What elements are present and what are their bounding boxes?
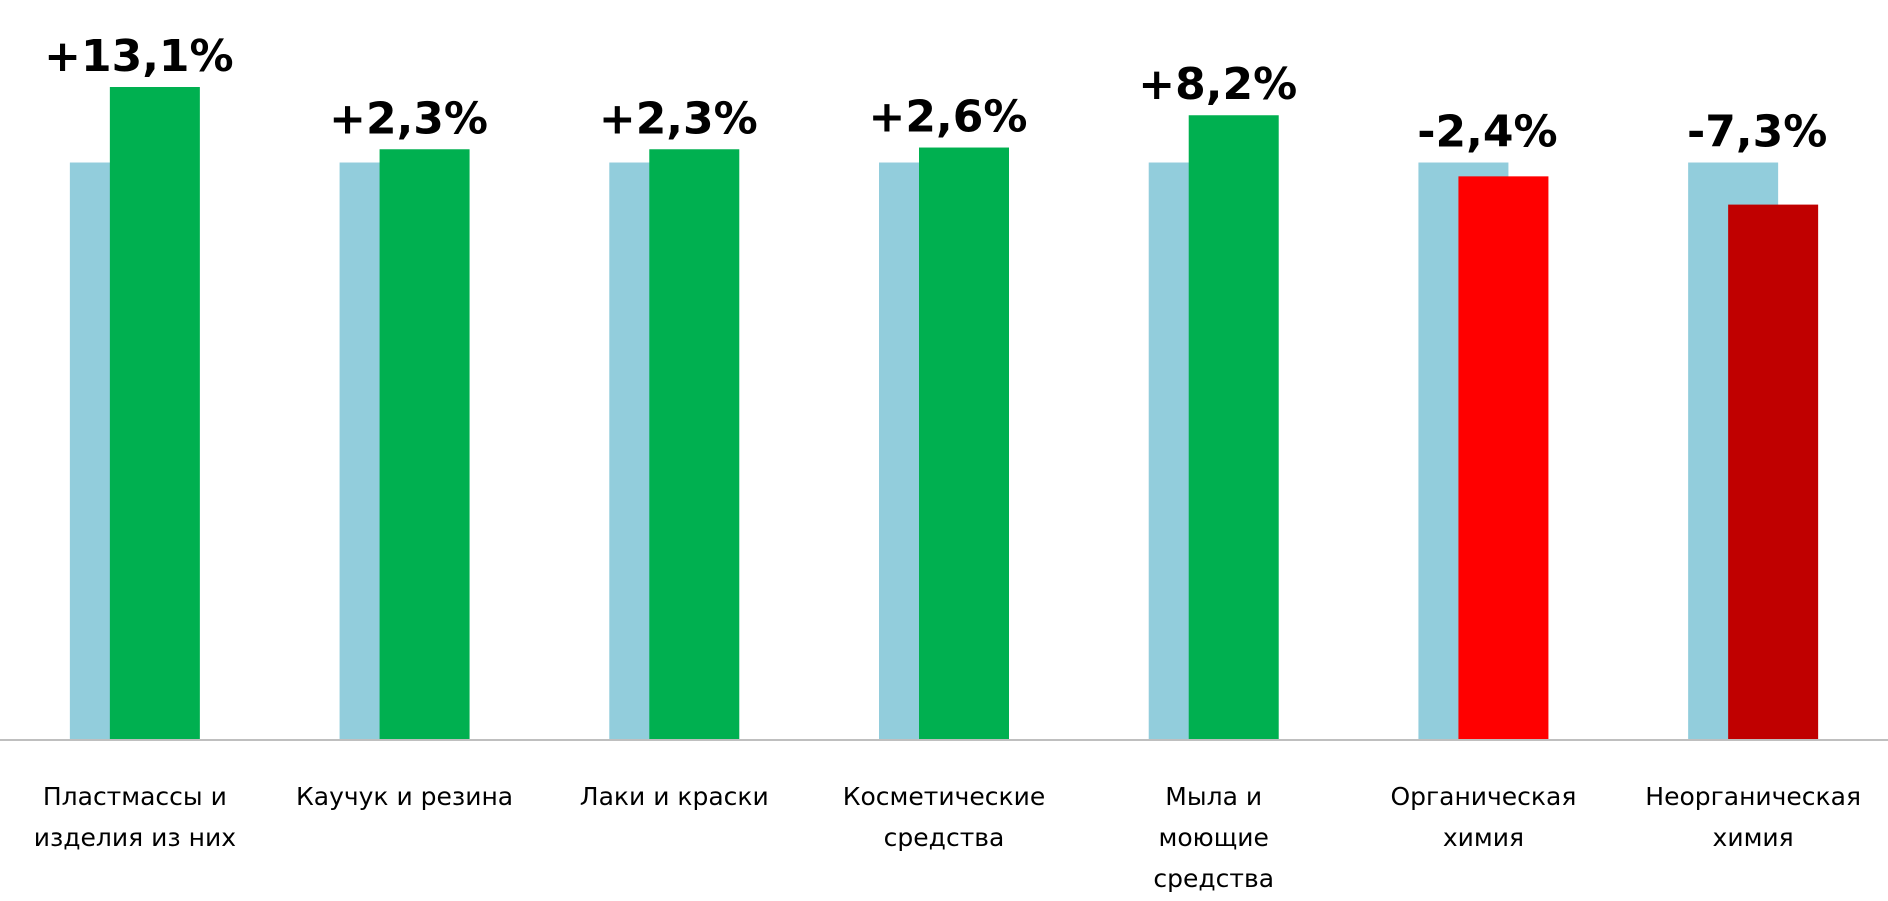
change-bar — [379, 149, 470, 739]
change-bar — [1188, 115, 1279, 740]
data-label: -2,4% — [1417, 107, 1557, 158]
category-label: Каучук и резина — [296, 782, 513, 811]
data-label: +2,3% — [599, 93, 758, 144]
data-label: +8,2% — [1138, 59, 1297, 110]
category-label-line: химия — [1713, 823, 1794, 852]
category-label: Органическая химия — [1390, 782, 1576, 852]
change-bar — [1728, 204, 1819, 740]
category-label: Неорганическая химия — [1645, 782, 1861, 852]
category-label-line: Каучук и резина — [296, 782, 513, 811]
category-label: Косметические средства — [843, 782, 1045, 852]
category-label-line: Лаки и краски — [580, 782, 769, 811]
category-label: Лаки и краски — [580, 782, 769, 811]
category-label: Мыла и моющие средства — [1153, 782, 1274, 893]
data-labels: +13,1% +2,3% +2,3% +2,6% +8,2% -2,4% -7,3% — [44, 31, 1827, 158]
category-label-line: химия — [1443, 823, 1524, 852]
category-label-line: средства — [1153, 864, 1274, 893]
category-label-line: моющие — [1159, 823, 1269, 852]
data-label: +2,3% — [329, 93, 488, 144]
category-label-line: Пластмассы и — [43, 782, 227, 811]
data-label: +13,1% — [44, 31, 234, 82]
change-bars — [109, 87, 1819, 740]
category-label-line: изделия из них — [34, 823, 236, 852]
change-bar — [109, 87, 200, 739]
change-bar — [1458, 176, 1549, 739]
category-label-line: Косметические — [843, 782, 1045, 811]
change-bar — [919, 147, 1009, 739]
data-label: +2,6% — [869, 92, 1028, 143]
category-label-line: Органическая — [1390, 782, 1576, 811]
category-labels: Пластмассы и изделия из них Каучук и резин… — [34, 782, 1861, 893]
category-label: Пластмассы и изделия из них — [34, 782, 236, 852]
change-bar — [649, 149, 740, 739]
category-label-line: средства — [884, 823, 1005, 852]
category-label-line: Неорганическая — [1645, 782, 1861, 811]
data-label: -7,3% — [1687, 107, 1827, 158]
category-label-line: Мыла и — [1165, 782, 1262, 811]
